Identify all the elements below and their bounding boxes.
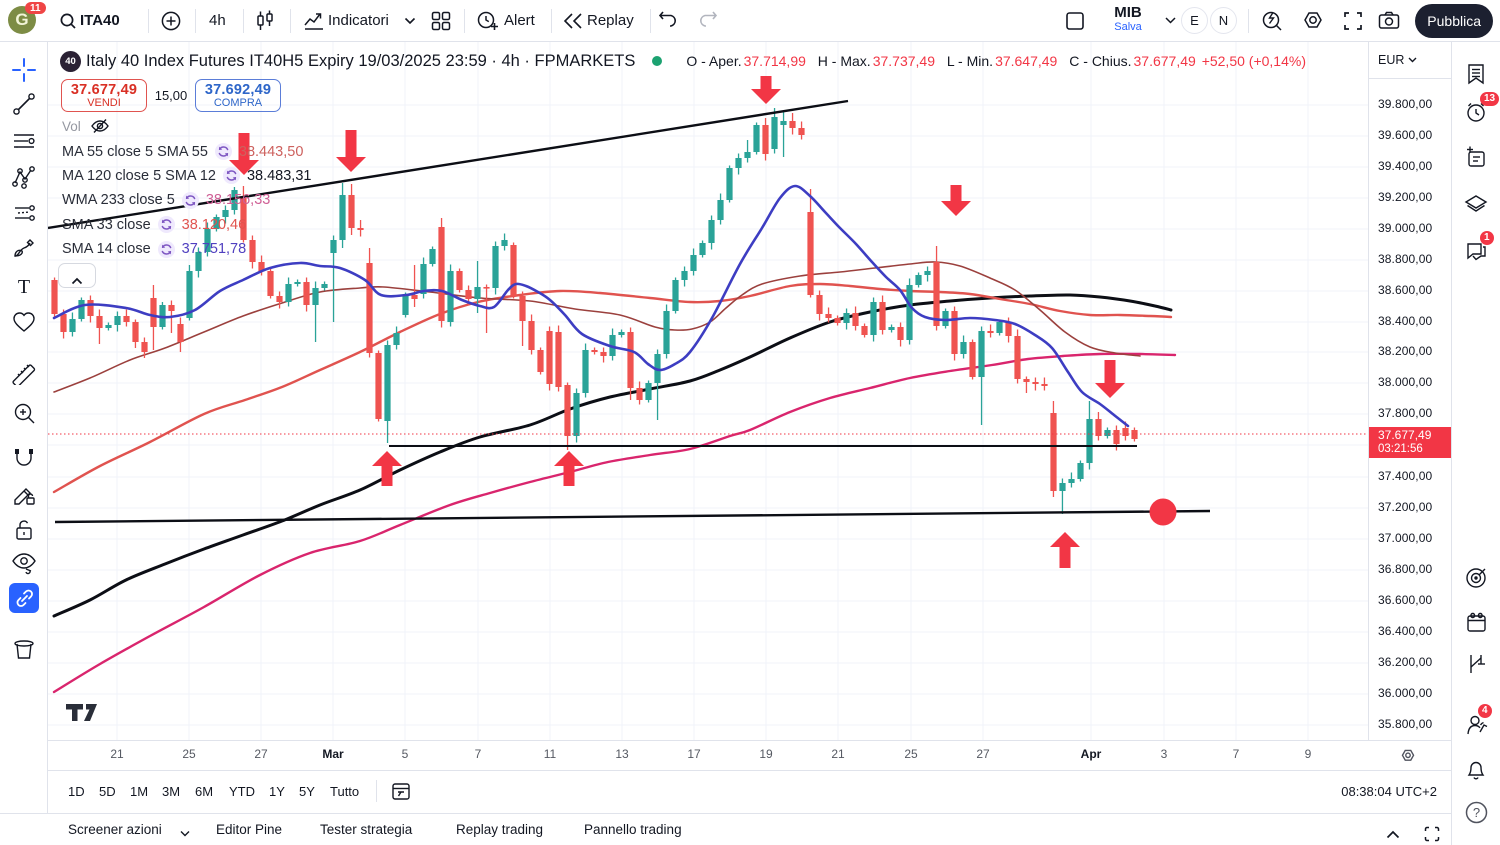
svg-text:T: T bbox=[18, 276, 30, 298]
svg-text:?: ? bbox=[1473, 805, 1480, 820]
